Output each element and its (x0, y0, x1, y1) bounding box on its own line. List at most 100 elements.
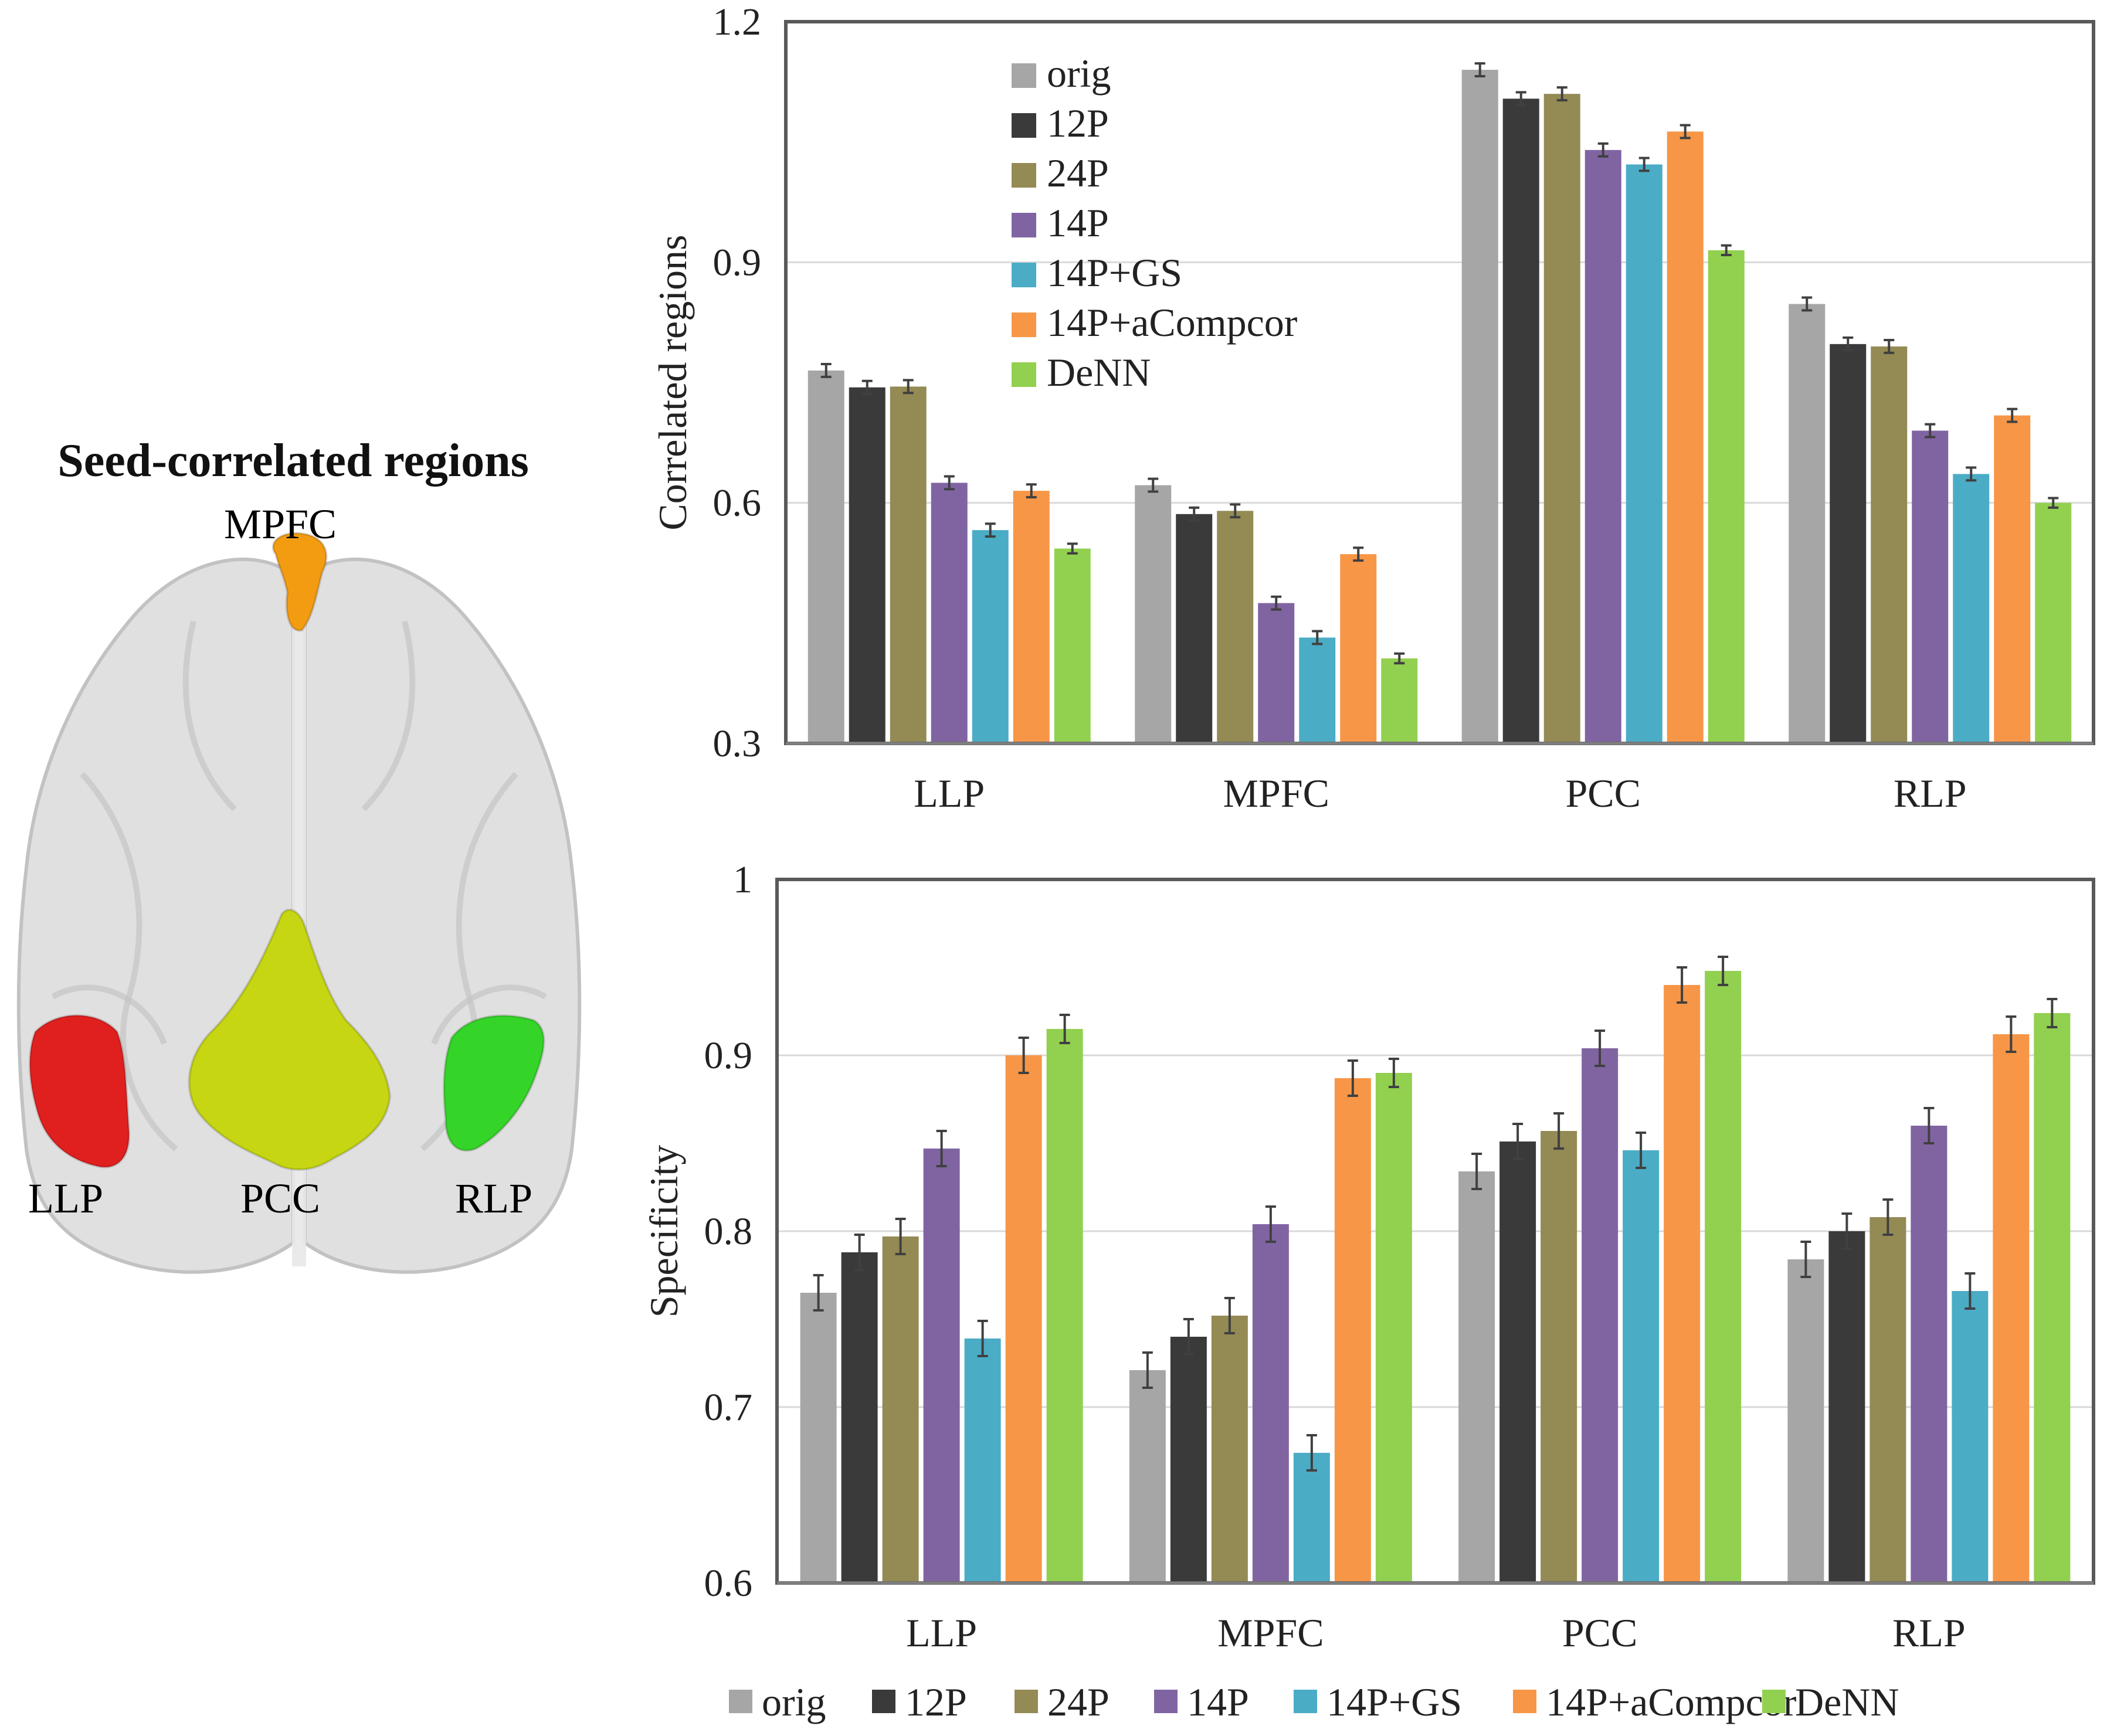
y-tick-label: 0.6 (704, 1562, 753, 1605)
bar (1375, 1073, 1412, 1583)
error-bar (1841, 1212, 1852, 1250)
bar (931, 483, 968, 743)
y-tick-label: 1 (733, 858, 752, 901)
error-bar (1843, 336, 1854, 352)
legend-swatch (1762, 1690, 1786, 1713)
bar (1135, 485, 1172, 743)
legend-swatch (1015, 1690, 1038, 1713)
error-bar (1312, 630, 1323, 646)
error-bar (854, 1234, 865, 1271)
bar (1582, 1048, 1619, 1583)
y-tick-label: 1.2 (713, 1, 762, 43)
error-bar (1189, 506, 1200, 522)
bar (1046, 1029, 1083, 1583)
error-bar (2006, 1015, 2017, 1053)
bar (1664, 985, 1701, 1583)
brain-fold (182, 620, 237, 811)
mpfc-label: MPFC (224, 501, 337, 548)
bar (1170, 1337, 1207, 1583)
error-bar (1677, 966, 1688, 1004)
bar (964, 1338, 1001, 1583)
bar (1953, 474, 1990, 743)
legend-swatch (1513, 1690, 1536, 1713)
error-bar (861, 379, 873, 395)
bar (1994, 415, 2031, 743)
legend-label: 24P (1047, 151, 1109, 195)
rlp-label: RLP (455, 1175, 532, 1222)
legend-swatch (729, 1690, 752, 1713)
bar (2035, 502, 2072, 743)
x-category-label: LLP (906, 1611, 977, 1655)
error-bar (1965, 1272, 1976, 1310)
legend-label: orig (762, 1680, 826, 1724)
pcc-region (188, 908, 392, 1171)
brain-fold (51, 984, 167, 1045)
y-tick-label: 0.6 (713, 482, 762, 525)
x-category-label: MPFC (1217, 1611, 1324, 1655)
bar (841, 1252, 878, 1583)
bar (1667, 131, 1704, 744)
error-bar (1026, 483, 1037, 499)
brain-fold (431, 984, 547, 1045)
bar (1787, 1259, 1824, 1583)
error-bar (1512, 1123, 1524, 1160)
error-bar (1067, 542, 1078, 555)
bar (1789, 304, 1826, 743)
error-bar (1059, 1014, 1070, 1044)
error-bar (1347, 1059, 1358, 1097)
bar (1912, 430, 1949, 743)
error-bar (1148, 477, 1159, 493)
bar (1005, 1055, 1042, 1583)
error-bar (1680, 124, 1691, 140)
bar (800, 1293, 837, 1583)
bar (1993, 1034, 2030, 1583)
y-axis-label: Correlated regions (650, 235, 695, 530)
error-bar (1923, 1107, 1935, 1144)
error-bar (895, 1218, 906, 1255)
error-bar (1925, 423, 1936, 439)
bar (1543, 94, 1580, 744)
error-bar (1271, 595, 1282, 611)
legend-swatch (1294, 1690, 1317, 1713)
bar (849, 387, 885, 743)
bar (1129, 1370, 1166, 1583)
bar (890, 386, 927, 743)
error-bar (1556, 86, 1567, 102)
bar (1013, 491, 1050, 743)
bar (1217, 511, 1254, 743)
mpfc-region (272, 532, 328, 632)
bar (1054, 548, 1091, 743)
x-category-label: PCC (1562, 1611, 1638, 1655)
error-bar (820, 363, 832, 378)
legend-swatch (1012, 163, 1036, 188)
legend-swatch (1012, 63, 1036, 88)
error-bar (1230, 503, 1241, 519)
x-category-label: MPFC (1223, 771, 1329, 816)
bar (1870, 1217, 1906, 1583)
llp-region (28, 1014, 131, 1168)
error-bar (1882, 1198, 1894, 1236)
legend-label: 14P+GS (1047, 250, 1182, 295)
y-axis-label: Specificity (642, 1145, 686, 1318)
error-bar (1394, 652, 1405, 665)
error-bar (1636, 1132, 1647, 1169)
error-bar (1553, 1112, 1565, 1150)
error-bar (1800, 1241, 1811, 1278)
bar (1334, 1078, 1371, 1583)
bar (2034, 1013, 2071, 1583)
error-bar (1224, 1297, 1235, 1334)
error-bar (936, 1130, 947, 1167)
legend-label: 14P+GS (1326, 1680, 1462, 1724)
error-bar (1638, 157, 1650, 172)
legend-label: DeNN (1047, 350, 1151, 395)
bar (1708, 250, 1745, 744)
bar (1952, 1291, 1989, 1583)
bar (1499, 1142, 1536, 1583)
x-category-label: LLP (914, 771, 985, 816)
bar (882, 1236, 919, 1583)
brain-fold (80, 772, 178, 1151)
bar (1585, 150, 1621, 743)
error-bar (1597, 142, 1609, 158)
error-bar (1142, 1351, 1153, 1389)
